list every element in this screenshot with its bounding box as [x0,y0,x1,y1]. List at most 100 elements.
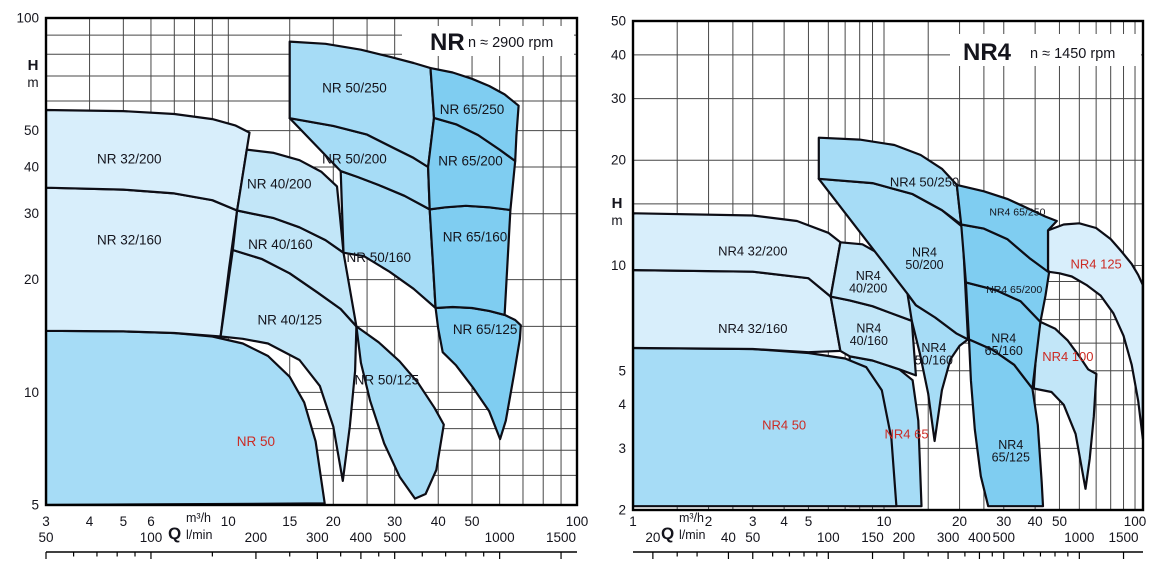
y-tick-label-20: 20 [611,153,626,168]
x-tick-m3h-3: 3 [42,514,50,529]
region-label-nr4-65-160-line1: NR4 [991,332,1016,346]
region-nr-50 [46,329,326,505]
y-tick-label-50: 50 [611,14,626,29]
x-tick-lmin-200: 200 [893,530,916,545]
x-tick-lmin-200: 200 [245,530,268,545]
chart-nr: NR 50 NR 32/160 NR 32/200 NR 40/125 NR 40/16… [16,11,588,559]
x-tick-lmin-100: 100 [140,530,163,545]
y-axis-letter: H [28,57,39,74]
region-nr-40-200 [236,148,345,254]
region-label-nr-50-200: NR 50/200 [322,152,387,167]
x-tick-lmin-100: 100 [817,530,840,545]
x-axis: 1 2 3 4 5 10 20 30 40 50 100 20 40 50 100 150 200 300 400 5… [629,511,1146,545]
lmin-ruler [45,551,577,559]
x-tick-lmin-300: 300 [937,530,960,545]
x-tick-lmin-400: 400 [968,530,991,545]
region-label-nr-65-160: NR 65/160 [443,229,508,244]
y-tick-label-10: 10 [24,385,39,400]
y-tick-label-4: 4 [618,397,626,412]
x-tick-m3h-20: 20 [952,514,967,529]
region-nr4-100 [1032,320,1098,490]
chart-title-nr: NR [430,29,465,56]
region-nr4-65-250 [955,183,1058,273]
region-label-nr4-50-200-line1: NR4 [912,245,937,259]
x-axis: 3 4 5 6 10 15 20 30 40 50 100 50 100 200 300 400 500 1000… [38,511,588,545]
region-nr-32-160 [46,186,239,338]
x-tick-lmin-500: 500 [993,530,1016,545]
y-axis-unit: m [27,75,38,90]
region-nr-32-200 [46,108,251,212]
region-nr4-32-160 [633,269,842,354]
y-tick-label-3: 3 [618,441,626,456]
x-tick-m3h-20: 20 [326,514,341,529]
region-label-nr4-65-160-line2: 65/160 [985,344,1023,358]
region-label-nr-50-125: NR 50/125 [355,372,420,387]
region-label-nr4-125: NR4 125 [1070,256,1121,271]
x-tick-m3h-10: 10 [876,514,891,529]
x-axis-unit-lmin: l/min [679,528,705,542]
region-label-nr-65-250: NR 65/250 [440,102,505,117]
lmin-ruler [633,551,1143,559]
region-label-nr4-65-125-line2: 65/125 [992,451,1030,465]
x-axis-letter: Q [168,524,181,543]
x-tick-m3h-5: 5 [805,514,813,529]
region-label-nr4-50-250: NR4 50/250 [890,175,959,190]
x-tick-lmin-1000: 1000 [485,530,515,545]
region-label-nr4-65-125-line1: NR4 [998,438,1023,452]
y-tick-label-30: 30 [611,91,626,106]
x-tick-lmin-1000: 1000 [1064,530,1094,545]
title-backing [402,26,574,56]
region-label-nr4-40-160-line1: NR4 [856,322,881,336]
x-tick-m3h-2: 2 [705,514,713,529]
region-label-nr4-50-160-line1: NR4 [921,341,946,355]
region-label-nr4-32-200: NR4 32/200 [718,244,787,259]
region-nr4-32-200 [633,212,842,298]
region-nr4-125 [1046,222,1143,440]
x-tick-lmin-400: 400 [350,530,373,545]
region-label-nr4-50-160-line2: 50/160 [915,353,953,367]
x-tick-lmin-20: 20 [645,530,660,545]
region-label-nr4-40-160-line2: 40/160 [850,334,888,348]
region-label-nr-32-200: NR 32/200 [97,152,162,167]
regions [633,136,1143,508]
region-labels: NR 50 NR 32/160 NR 32/200 NR 40/125 NR 40/16… [97,81,517,449]
x-tick-lmin-50: 50 [38,530,53,545]
y-tick-label-20: 20 [24,272,39,287]
x-tick-m3h-4: 4 [780,514,788,529]
region-label-nr-65-200: NR 65/200 [438,153,503,168]
chart-subtitle-nr4: n ≈ 1450 rpm [1030,46,1115,62]
x-tick-m3h-50: 50 [1052,514,1067,529]
region-nr4-50-250 [817,136,963,226]
x-axis-unit-lmin: l/min [186,528,212,542]
chart-subtitle-nr: n ≈ 2900 rpm [468,35,553,51]
y-tick-label-5: 5 [31,498,39,513]
regions [46,40,522,505]
region-label-nr-50: NR 50 [237,434,275,449]
x-axis-letter: Q [661,524,674,543]
x-tick-m3h-40: 40 [431,514,446,529]
x-tick-m3h-3: 3 [749,514,757,529]
region-labels: NR4 65 NR4 50 NR4 125 NR4 100 NR4 32/160 NR4 … [718,175,1122,465]
x-tick-m3h-1: 1 [629,514,637,529]
plot-frame [631,19,1145,512]
title-backing [950,34,1141,66]
region-label-nr4-100: NR4 100 [1042,349,1093,364]
x-tick-m3h-10: 10 [221,514,236,529]
y-tick-label-10: 10 [611,258,626,273]
y-tick-label-40: 40 [24,159,39,174]
x-axis-unit-m3h: m³/h [186,511,211,525]
region-label-nr4-65-250: NR4 65/250 [989,207,1045,219]
x-tick-lmin-1500: 1500 [1109,530,1139,545]
x-tick-lmin-150: 150 [861,530,884,545]
y-axis: 100 50 40 30 20 10 5 Hm [16,11,39,513]
x-tick-m3h-6: 6 [147,514,155,529]
x-tick-lmin-500: 500 [383,530,406,545]
y-axis-letter: H [612,195,623,212]
y-tick-label-5: 5 [618,363,626,378]
x-tick-m3h-4: 4 [86,514,94,529]
region-label-nr4-65-200: NR4 65/200 [986,284,1042,296]
x-tick-m3h-30: 30 [996,514,1011,529]
